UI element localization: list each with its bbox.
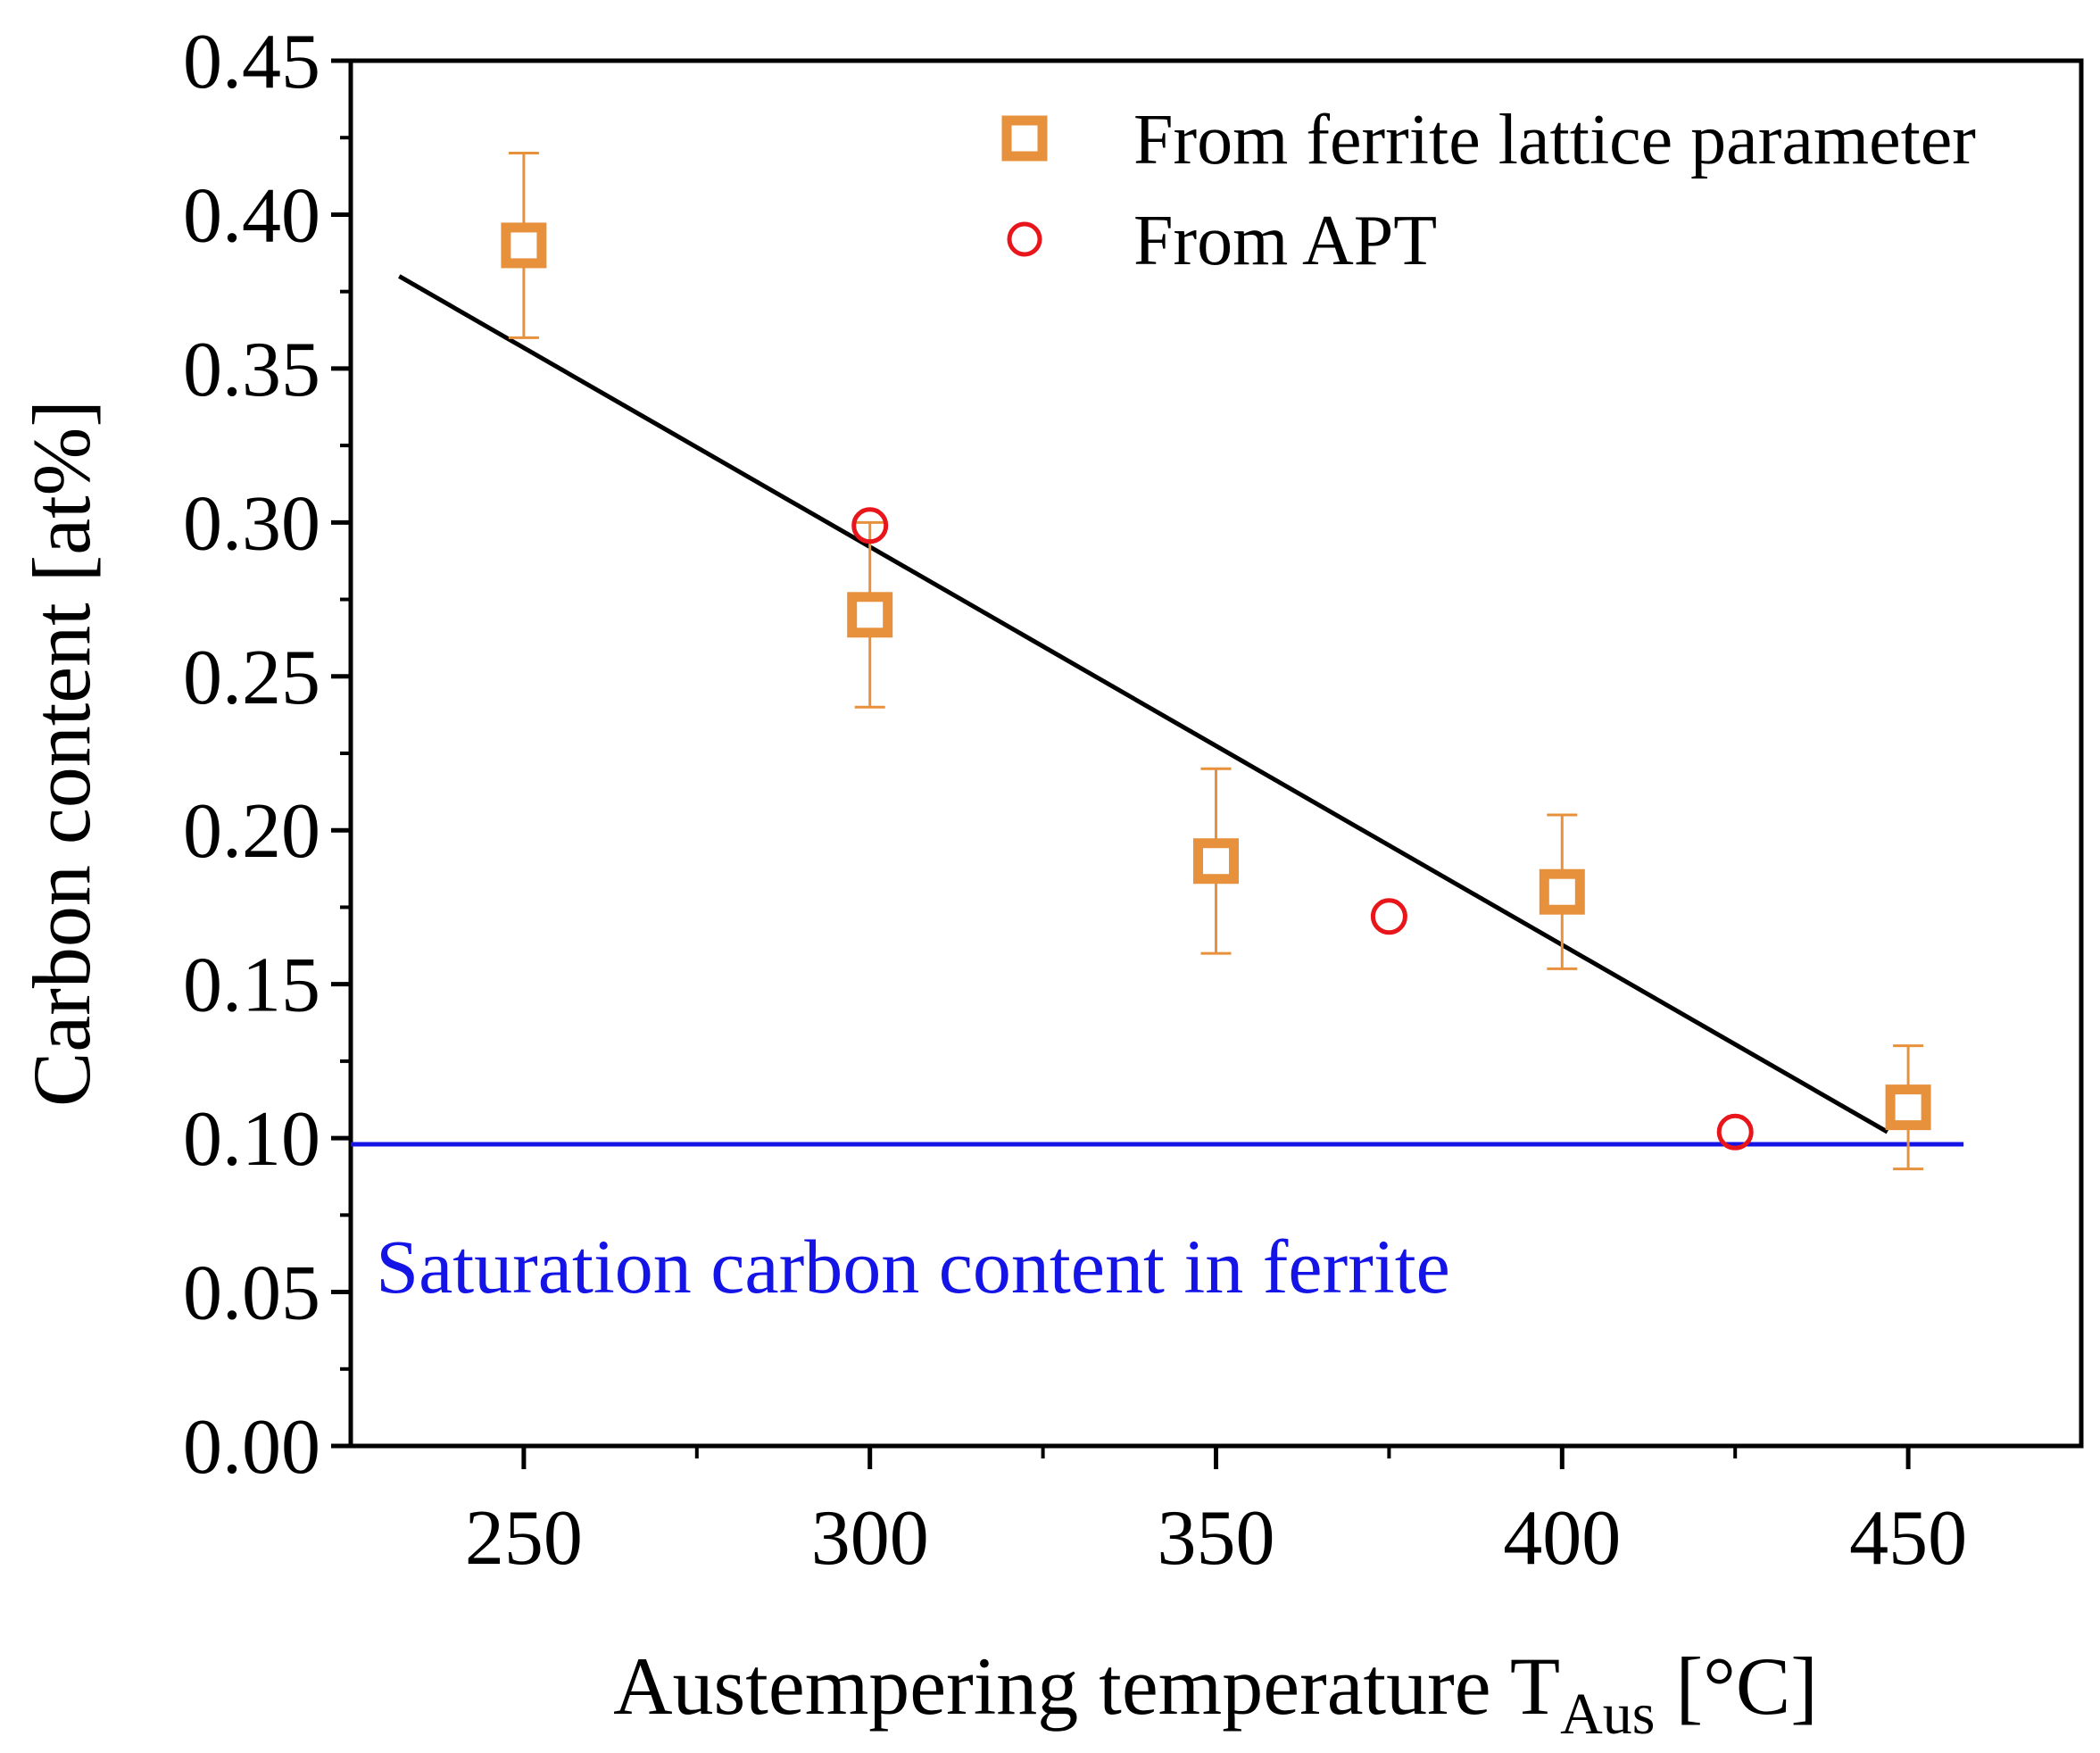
data-markers	[501, 222, 1931, 1151]
y-tick-label: 0.25	[183, 635, 320, 721]
y-tick-label: 0.15	[183, 943, 320, 1029]
error-bars	[508, 151, 1924, 1171]
y-tick-label: 0.40	[183, 172, 320, 259]
legend-circle-marker	[1007, 221, 1042, 257]
circle-marker	[1370, 898, 1407, 935]
y-tick-labels: 0.00 0.05 0.10 0.15 0.20 0.25 0.30 0.35 0.40 0.45	[183, 19, 320, 1491]
x-tick-label: 250	[465, 1495, 583, 1582]
fit-line-group	[398, 274, 1889, 1134]
circle-marker	[1716, 1113, 1754, 1151]
axis-ticks	[331, 58, 1911, 1469]
square-marker	[1885, 1084, 1931, 1131]
x-tick-label: 450	[1849, 1495, 1967, 1582]
square-marker	[1539, 868, 1585, 915]
square-marker	[1193, 838, 1239, 885]
y-tick-label: 0.05	[183, 1250, 320, 1337]
x-axis-title-unit: [°C]	[1655, 1641, 1817, 1732]
y-axis-title: Carbon content [at%]	[16, 400, 107, 1107]
x-axis-title-subscript: Aus	[1560, 1682, 1655, 1747]
x-tick-label: 400	[1503, 1495, 1621, 1582]
x-tick-label: 350	[1158, 1495, 1275, 1582]
square-marker	[501, 222, 547, 269]
y-tick-label: 0.00	[183, 1404, 320, 1491]
y-tick-label: 0.35	[183, 327, 320, 413]
legend-label: From ferrite lattice parameter	[1133, 101, 1976, 179]
legend: From ferrite lattice parameter From APT	[1001, 101, 1976, 280]
x-tick-label: 300	[811, 1495, 929, 1582]
x-tick-labels: 250 300 350 400 450	[465, 1495, 1967, 1582]
square-marker	[847, 592, 893, 638]
y-tick-label: 0.10	[183, 1096, 320, 1183]
y-tick-label: 0.45	[183, 19, 320, 105]
legend-square-marker	[1001, 115, 1048, 162]
legend-label: From APT	[1133, 202, 1437, 280]
x-axis-title: Austempering temperature TAus [°C]	[613, 1641, 1818, 1747]
circle-marker	[851, 507, 889, 544]
x-axis-title-main: Austempering temperature T	[613, 1641, 1560, 1732]
y-tick-label: 0.20	[183, 788, 320, 875]
saturation-annotation: Saturation carbon content in ferrite	[376, 1224, 1450, 1309]
linear-fit-line	[398, 274, 1889, 1134]
y-tick-label: 0.30	[183, 480, 320, 567]
